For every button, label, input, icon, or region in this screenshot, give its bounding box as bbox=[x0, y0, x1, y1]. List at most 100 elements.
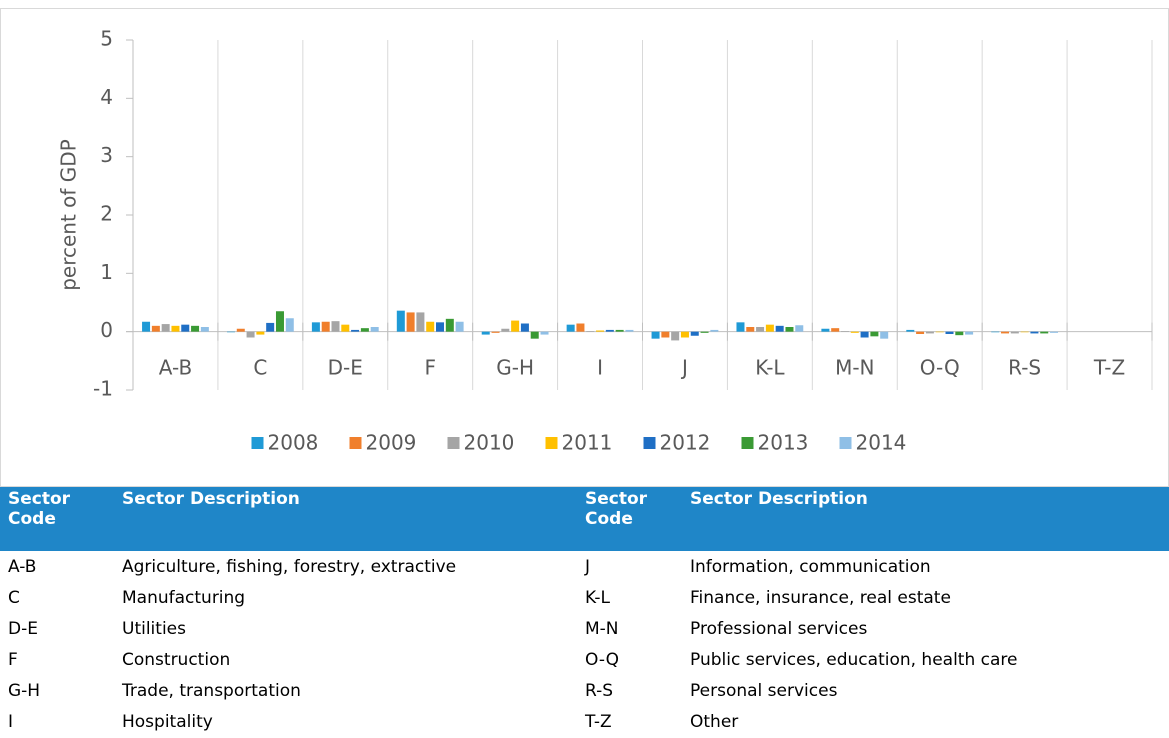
legend-label: 2013 bbox=[758, 431, 809, 455]
y-tick-label: 5 bbox=[100, 27, 113, 51]
table-header: Sector Code Sector Description Sector Co… bbox=[0, 487, 1169, 551]
bar bbox=[481, 331, 490, 335]
table-cell: Other bbox=[690, 711, 739, 732]
bar bbox=[661, 331, 670, 338]
table-row: C Manufacturing K-L Finance, insurance, rea… bbox=[0, 582, 1169, 613]
table-cell: Construction bbox=[122, 649, 231, 670]
x-tick-label: T-Z bbox=[1093, 356, 1125, 380]
x-tick-label: A-B bbox=[159, 356, 192, 380]
bar bbox=[1030, 331, 1039, 334]
bar bbox=[935, 331, 944, 333]
table-cell: Professional services bbox=[690, 618, 868, 639]
table-cell: Agriculture, fishing, forestry, extracti… bbox=[122, 556, 457, 577]
table-cell: G-H bbox=[8, 680, 41, 701]
x-tick-label: C bbox=[253, 356, 267, 380]
table-cell: O-Q bbox=[585, 649, 619, 670]
legend-swatch bbox=[447, 437, 460, 449]
x-tick-label: F bbox=[424, 356, 436, 380]
bar bbox=[161, 324, 170, 332]
bar bbox=[965, 331, 974, 335]
bar bbox=[1040, 331, 1049, 334]
y-tick-label: 1 bbox=[100, 260, 113, 284]
bar bbox=[746, 327, 755, 332]
bar bbox=[1050, 331, 1059, 333]
table-row: G-H Trade, transportation R-S Personal serv… bbox=[0, 675, 1169, 706]
bar bbox=[445, 318, 454, 332]
bar bbox=[226, 331, 235, 333]
bar bbox=[821, 328, 830, 332]
table-cell: F bbox=[8, 649, 18, 670]
bar bbox=[605, 329, 614, 332]
bar bbox=[311, 322, 320, 332]
bar bbox=[586, 331, 595, 332]
bar bbox=[246, 331, 255, 338]
bar bbox=[181, 324, 190, 332]
bar bbox=[501, 328, 510, 332]
legend-label: 2009 bbox=[366, 431, 417, 455]
legend-swatch bbox=[741, 437, 754, 449]
bar bbox=[321, 321, 330, 332]
bar bbox=[840, 331, 849, 332]
legend-swatch bbox=[643, 437, 656, 449]
bar bbox=[795, 325, 804, 332]
bar bbox=[880, 331, 889, 339]
bar bbox=[671, 331, 680, 341]
bar bbox=[906, 329, 915, 332]
header-cell: Sector Code bbox=[577, 487, 682, 551]
table-cell: Public services, education, health care bbox=[690, 649, 1018, 670]
bar bbox=[341, 324, 350, 332]
bar bbox=[331, 321, 340, 332]
legend-label: 2011 bbox=[562, 431, 613, 455]
bar bbox=[256, 331, 265, 335]
bar bbox=[775, 325, 784, 332]
bar bbox=[1020, 331, 1029, 333]
table-cell: J bbox=[585, 556, 591, 577]
y-axis-title: percent of GDP bbox=[57, 139, 81, 291]
bar bbox=[436, 322, 445, 332]
header-cell: Sector Description bbox=[682, 487, 1169, 551]
bar bbox=[831, 328, 840, 332]
header-cell: Sector Description bbox=[114, 487, 577, 551]
y-tick-label: -1 bbox=[93, 377, 113, 401]
bar bbox=[200, 327, 209, 332]
x-tick-label: O-Q bbox=[920, 356, 960, 380]
x-tick-label: I bbox=[597, 356, 603, 380]
table-cell: I bbox=[8, 711, 14, 732]
table-cell: Personal services bbox=[690, 680, 838, 701]
bar bbox=[566, 324, 575, 332]
bar bbox=[142, 321, 151, 332]
legend-swatch bbox=[251, 437, 264, 449]
sector-table: Sector Code Sector Description Sector Co… bbox=[0, 487, 1169, 737]
bar bbox=[945, 331, 954, 334]
bar bbox=[736, 322, 745, 332]
table-cell: R-S bbox=[585, 680, 614, 701]
bar bbox=[406, 312, 415, 332]
table-cell: Information, communication bbox=[690, 556, 931, 577]
table-row: F Construction O-Q Public services, educati… bbox=[0, 644, 1169, 675]
table-cell: A-B bbox=[8, 556, 37, 577]
legend-label: 2012 bbox=[660, 431, 711, 455]
bar bbox=[455, 321, 464, 332]
bar bbox=[615, 329, 624, 332]
bar bbox=[955, 331, 964, 336]
legend-label: 2014 bbox=[856, 431, 907, 455]
bar bbox=[491, 331, 500, 333]
bar bbox=[191, 325, 200, 332]
y-tick-label: 0 bbox=[100, 318, 113, 342]
bar bbox=[925, 331, 934, 334]
bar bbox=[680, 331, 689, 338]
table-cell: T-Z bbox=[585, 711, 612, 732]
bar bbox=[360, 328, 369, 332]
bar bbox=[860, 331, 869, 338]
x-tick-label: M-N bbox=[835, 356, 874, 380]
x-tick-label: R-S bbox=[1008, 356, 1041, 380]
y-tick-label: 3 bbox=[100, 143, 113, 167]
bar bbox=[690, 331, 699, 336]
bar bbox=[765, 324, 774, 332]
y-tick-label: 2 bbox=[100, 202, 113, 226]
chart: percent of GDP -1 0 1 2 3 4 5 A-B C D-E F G-H I J K-L M… bbox=[0, 8, 1169, 487]
bar bbox=[520, 323, 529, 332]
bar bbox=[275, 311, 284, 332]
legend-swatch bbox=[349, 437, 362, 449]
bar bbox=[625, 329, 634, 332]
